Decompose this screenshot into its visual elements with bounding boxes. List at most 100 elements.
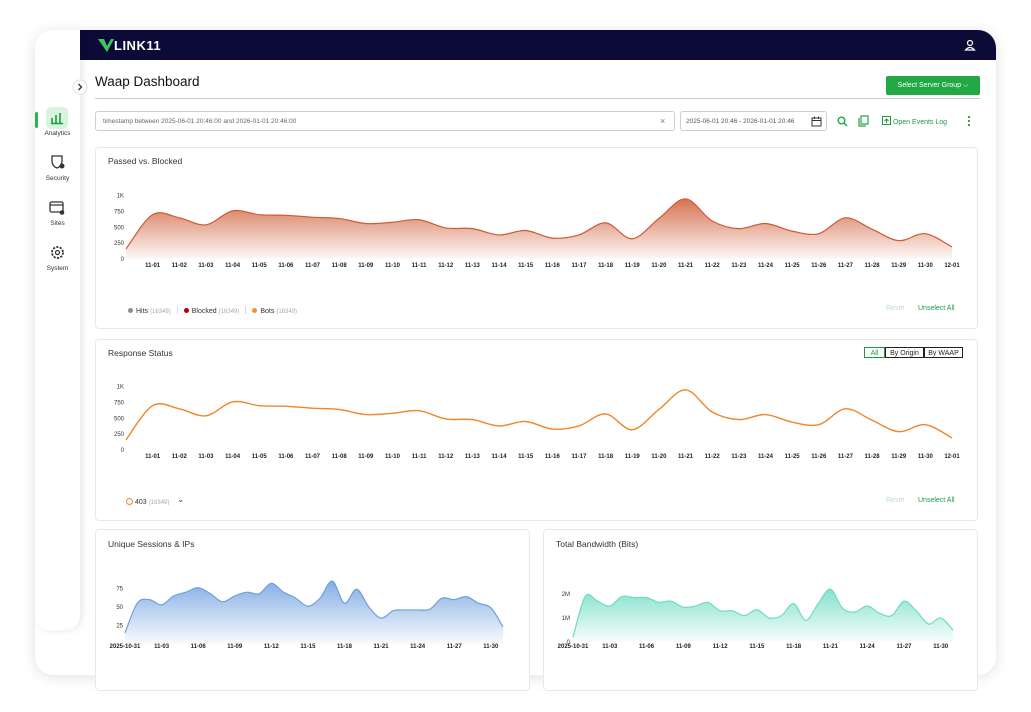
x-tick-label: 11-07 <box>305 454 321 460</box>
x-tick-label: 12-01 <box>944 454 960 460</box>
user-icon[interactable] <box>964 39 976 51</box>
x-tick-label: 11-29 <box>891 263 907 269</box>
x-tick-label: 12-01 <box>944 263 960 269</box>
x-tick-label: 11-06 <box>191 644 207 650</box>
legend-label: Blocked <box>191 308 217 315</box>
button-label: Select Server Group <box>897 82 962 89</box>
chart-title: Passed vs. Blocked <box>108 156 183 166</box>
log-icon <box>882 116 891 125</box>
x-tick-label: 11-22 <box>705 454 721 460</box>
nav-label[interactable]: Analytics <box>44 130 71 137</box>
x-tick-label: 11-21 <box>678 454 694 460</box>
server-group-button[interactable]: Select Server Group ⌵ <box>886 76 980 95</box>
sites-icon[interactable] <box>49 200 65 216</box>
x-tick-label: 11-12 <box>438 263 454 269</box>
copy-icon[interactable] <box>858 115 869 127</box>
clear-icon[interactable]: × <box>660 116 666 126</box>
x-tick-label: 11-18 <box>786 644 802 650</box>
reset-button[interactable]: Reset <box>886 305 905 312</box>
calendar-icon[interactable] <box>811 116 822 127</box>
top-bar: LINK11 <box>80 30 996 60</box>
analytics-icon[interactable] <box>46 107 68 129</box>
x-tick-label: 11-28 <box>865 263 881 269</box>
y-tick-label: 0 <box>567 640 571 646</box>
nav-label[interactable]: Sites <box>50 220 65 227</box>
open-events-log[interactable]: Open Events Log <box>882 116 947 126</box>
unselect-all-button[interactable]: Unselect All <box>918 497 955 504</box>
x-tick-label: 11-10 <box>385 454 401 460</box>
x-tick-label: 11-03 <box>602 644 618 650</box>
x-tick-label: 2025-10-31 <box>558 644 589 650</box>
x-tick-label: 11-18 <box>598 454 614 460</box>
x-tick-label: 11-15 <box>518 263 534 269</box>
y-tick-label: 75 <box>116 587 123 593</box>
chart-title: Response Status <box>108 348 173 358</box>
x-tick-label: 11-21 <box>374 644 390 650</box>
x-tick-label: 2025-10-31 <box>110 644 141 650</box>
nav-label[interactable]: System <box>46 265 69 272</box>
x-tick-label: 11-25 <box>785 454 801 460</box>
search-icon[interactable] <box>837 116 848 127</box>
nav-label[interactable]: Security <box>45 175 70 182</box>
x-tick-label: 11-13 <box>465 454 481 460</box>
reset-button[interactable]: Reset <box>886 497 905 504</box>
toggle-button[interactable]: By Origin <box>885 347 924 358</box>
x-tick-label: 11-14 <box>492 454 508 460</box>
y-tick-label: 1M <box>562 616 570 622</box>
x-tick-label: 11-09 <box>227 644 243 650</box>
x-tick-label: 11-27 <box>447 644 463 650</box>
collapse-button[interactable] <box>72 79 88 95</box>
x-tick-label: 11-12 <box>438 454 454 460</box>
x-tick-label: 11-23 <box>731 263 747 269</box>
legend: 403 (16349) ⌄ <box>126 495 185 506</box>
date-range-input[interactable]: 2025-06-01 20:46 - 2026-01-01 20:46 <box>680 111 827 131</box>
legend-item[interactable]: 403 (16349) <box>126 498 169 506</box>
x-tick-label: 11-27 <box>838 454 854 460</box>
x-tick-label: 11-30 <box>933 644 949 650</box>
line <box>125 389 953 441</box>
x-tick-label: 11-17 <box>571 263 587 269</box>
sidebar: Analytics Security Sites System <box>35 30 80 630</box>
legend-label: Hits <box>136 308 149 315</box>
legend-swatch <box>126 498 133 505</box>
legend-swatch <box>128 308 133 313</box>
x-tick-label: 11-06 <box>278 263 294 269</box>
x-tick-label: 11-03 <box>198 454 214 460</box>
legend-item[interactable]: Blocked (16349) <box>183 308 239 315</box>
x-tick-label: 11-27 <box>896 644 912 650</box>
x-tick-label: 11-15 <box>749 644 765 650</box>
query-input[interactable]: timestamp between 2025-06-01 20:46:00 an… <box>95 111 675 131</box>
x-tick-label: 11-08 <box>332 263 348 269</box>
x-tick-label: 11-10 <box>385 263 401 269</box>
x-tick-label: 11-09 <box>358 454 374 460</box>
page-title: Waap Dashboard <box>95 74 200 89</box>
y-tick-label: 750 <box>114 210 125 216</box>
x-tick-label: 11-27 <box>838 263 854 269</box>
toggle-button[interactable]: By WAAP <box>924 347 963 358</box>
unselect-all-button[interactable]: Unselect All <box>918 305 955 312</box>
x-tick-label: 11-14 <box>492 263 508 269</box>
x-tick-label: 11-09 <box>676 644 692 650</box>
x-tick-label: 11-15 <box>300 644 316 650</box>
x-tick-label: 11-21 <box>678 263 694 269</box>
system-icon[interactable] <box>50 245 65 260</box>
x-tick-label: 11-05 <box>252 454 268 460</box>
logo-text: LINK11 <box>114 38 162 53</box>
x-tick-label: 11-24 <box>758 454 774 460</box>
x-tick-label: 11-17 <box>571 454 587 460</box>
security-icon[interactable] <box>50 154 66 170</box>
y-tick-label: 500 <box>114 225 125 231</box>
more-menu[interactable] <box>966 115 972 127</box>
legend-item[interactable]: Bots (16349) <box>252 308 297 315</box>
y-tick-label: 2M <box>562 592 570 598</box>
legend-dropdown[interactable]: ⌄ <box>177 495 185 504</box>
legend-separator <box>176 306 178 314</box>
x-tick-label: 11-02 <box>172 454 188 460</box>
x-tick-label: 11-29 <box>891 454 907 460</box>
x-tick-label: 11-22 <box>705 263 721 269</box>
divider <box>95 98 980 99</box>
legend-item[interactable]: Hits (16349) <box>128 308 171 315</box>
toggle-button[interactable]: All <box>864 347 885 358</box>
x-tick-label: 11-12 <box>264 644 280 650</box>
